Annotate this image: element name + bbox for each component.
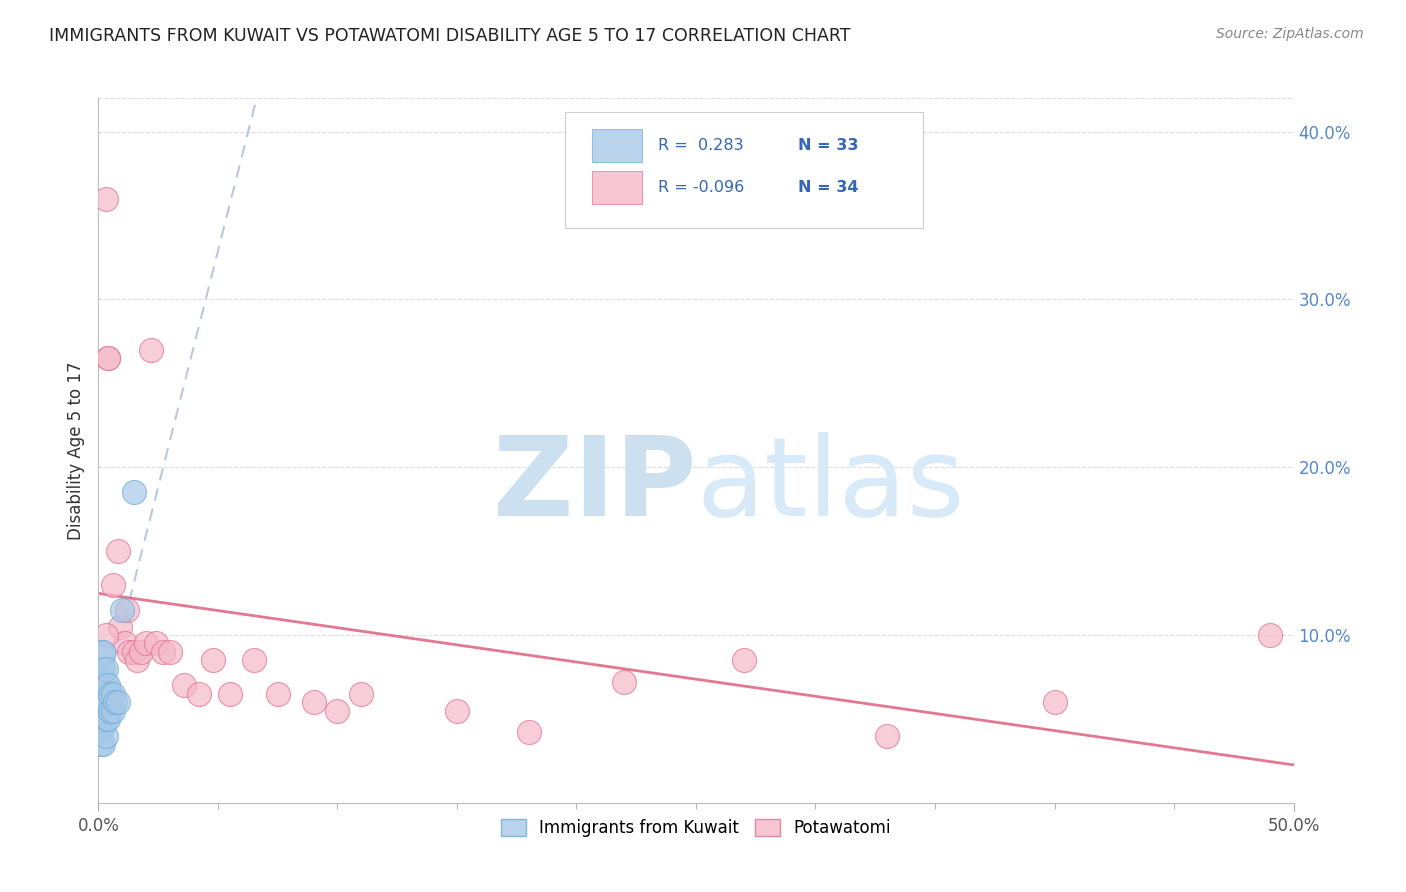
Point bbox=[98, 687, 122, 701]
Point bbox=[94, 662, 117, 676]
Point bbox=[101, 704, 124, 718]
Point bbox=[91, 645, 114, 659]
Point bbox=[94, 192, 117, 206]
Point bbox=[90, 695, 112, 709]
Point bbox=[139, 343, 162, 357]
Point bbox=[187, 687, 209, 701]
Point bbox=[104, 695, 127, 709]
Point bbox=[107, 544, 129, 558]
Point bbox=[159, 645, 181, 659]
Point bbox=[90, 645, 112, 659]
Text: Source: ZipAtlas.com: Source: ZipAtlas.com bbox=[1216, 27, 1364, 41]
Point bbox=[101, 687, 124, 701]
Point bbox=[517, 725, 540, 739]
Point bbox=[1258, 628, 1281, 642]
Point bbox=[124, 485, 146, 500]
Point bbox=[90, 687, 112, 701]
Point bbox=[90, 662, 112, 676]
Point bbox=[97, 678, 120, 692]
Point bbox=[97, 695, 120, 709]
Point bbox=[97, 351, 120, 366]
Point bbox=[97, 712, 120, 726]
Point bbox=[124, 645, 146, 659]
Text: N = 33: N = 33 bbox=[797, 138, 858, 153]
Point bbox=[107, 695, 129, 709]
FancyBboxPatch shape bbox=[565, 112, 924, 228]
Text: R =  0.283: R = 0.283 bbox=[658, 138, 744, 153]
Point bbox=[219, 687, 242, 701]
Point bbox=[94, 712, 117, 726]
Text: atlas: atlas bbox=[696, 433, 965, 539]
Point bbox=[1043, 695, 1066, 709]
Text: N = 34: N = 34 bbox=[797, 180, 858, 195]
Point bbox=[90, 720, 112, 734]
Point bbox=[115, 603, 138, 617]
Point bbox=[125, 653, 148, 667]
Point bbox=[94, 695, 117, 709]
Point bbox=[91, 678, 114, 692]
Point bbox=[90, 704, 112, 718]
Point bbox=[302, 695, 325, 709]
Point bbox=[326, 704, 349, 718]
Point bbox=[446, 704, 468, 718]
Point bbox=[91, 704, 114, 718]
Point bbox=[91, 737, 114, 751]
Point bbox=[91, 720, 114, 734]
Point bbox=[91, 695, 114, 709]
Text: IMMIGRANTS FROM KUWAIT VS POTAWATOMI DISABILITY AGE 5 TO 17 CORRELATION CHART: IMMIGRANTS FROM KUWAIT VS POTAWATOMI DIS… bbox=[49, 27, 851, 45]
Point bbox=[97, 351, 120, 366]
Point bbox=[131, 645, 153, 659]
Point bbox=[152, 645, 174, 659]
Point bbox=[135, 636, 157, 650]
Point bbox=[94, 678, 117, 692]
Text: ZIP: ZIP bbox=[492, 433, 696, 539]
Point bbox=[94, 628, 117, 642]
Point bbox=[350, 687, 373, 701]
Point bbox=[118, 645, 141, 659]
Point bbox=[91, 687, 114, 701]
Point bbox=[90, 737, 112, 751]
Text: R = -0.096: R = -0.096 bbox=[658, 180, 744, 195]
Point bbox=[90, 670, 112, 684]
Y-axis label: Disability Age 5 to 17: Disability Age 5 to 17 bbox=[66, 361, 84, 540]
Point bbox=[94, 729, 117, 743]
Point bbox=[101, 577, 124, 591]
Point bbox=[111, 603, 134, 617]
Point bbox=[267, 687, 290, 701]
Point bbox=[202, 653, 225, 667]
Point bbox=[173, 678, 195, 692]
FancyBboxPatch shape bbox=[592, 171, 643, 204]
Point bbox=[91, 662, 114, 676]
Point bbox=[243, 653, 266, 667]
Point bbox=[108, 620, 131, 634]
Legend: Immigrants from Kuwait, Potawatomi: Immigrants from Kuwait, Potawatomi bbox=[494, 813, 898, 844]
Point bbox=[90, 678, 112, 692]
Point bbox=[114, 636, 136, 650]
Point bbox=[733, 653, 755, 667]
Point bbox=[98, 704, 122, 718]
FancyBboxPatch shape bbox=[592, 129, 643, 161]
Point bbox=[145, 636, 167, 650]
Point bbox=[613, 675, 636, 690]
Point bbox=[876, 729, 898, 743]
